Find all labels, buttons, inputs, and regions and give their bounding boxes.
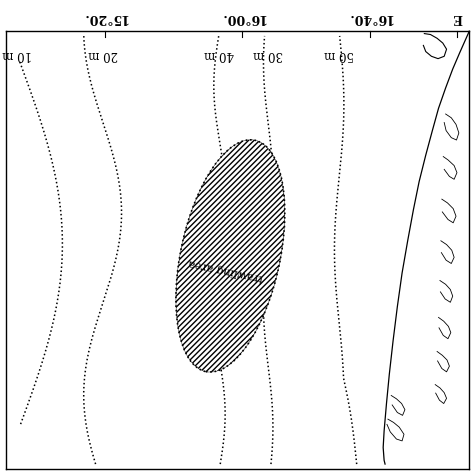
Text: E: E bbox=[453, 10, 462, 24]
Text: 30 m: 30 m bbox=[253, 48, 283, 61]
Text: 16°00.: 16°00. bbox=[219, 10, 265, 24]
Text: 15°20.: 15°20. bbox=[82, 10, 128, 24]
Text: 16°40.: 16°40. bbox=[347, 10, 393, 24]
Text: 40 m: 40 m bbox=[205, 48, 235, 61]
Text: 10 m: 10 m bbox=[2, 48, 32, 61]
Text: trawling area: trawling area bbox=[187, 257, 264, 283]
Text: 20 m: 20 m bbox=[88, 48, 118, 61]
Ellipse shape bbox=[176, 140, 285, 372]
Text: 50 m: 50 m bbox=[324, 48, 354, 61]
